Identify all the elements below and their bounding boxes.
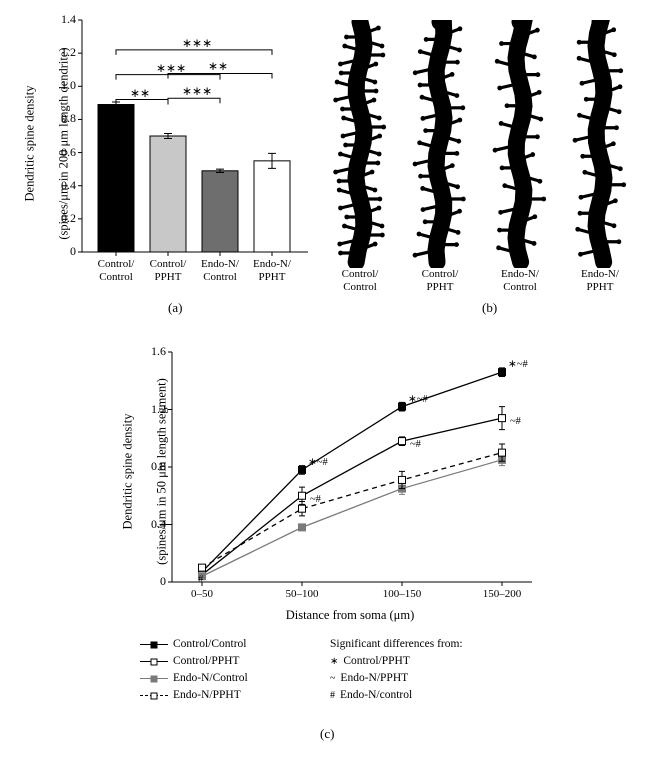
- panel-a-ytick: 0.4: [52, 178, 76, 193]
- panel-b-category-label: Control/PPHT: [410, 268, 470, 293]
- panel-c-legend-series: Endo-N/Control: [140, 672, 248, 684]
- panel-a-ytick: 0.8: [52, 111, 76, 126]
- panel-c-ytick: 0.4: [142, 517, 166, 532]
- panel-c-ytick: 0: [142, 574, 166, 589]
- panel-c-sig-annotation: ∗~#: [308, 456, 328, 468]
- panel-c-sig-annotation: ∗~#: [408, 393, 428, 405]
- panel-b-category-label: Control/Control: [330, 268, 390, 293]
- panel-a-ytick: 1.4: [52, 12, 76, 27]
- panel-c-legend-sig-heading: Significant differences from:: [330, 638, 463, 650]
- panel-a-ytick: 1.0: [52, 78, 76, 93]
- panel-a-sig-label: ∗∗: [208, 59, 228, 74]
- panel-c-sig-annotation: #: [198, 574, 203, 585]
- panel-b-dendrite-images: Control/Control Control/PPHT Endo-N/Contro…: [330, 20, 645, 310]
- panel-b-category-label: Endo-N/PPHT: [570, 268, 630, 293]
- panel-a-ytick: 0: [52, 244, 76, 259]
- panel-c-ytick: 1.6: [142, 344, 166, 359]
- panel-a-category-label: Control/PPHT: [138, 258, 198, 283]
- panel-c-line-chart: Dendritic spine density (spines/μm in 50…: [100, 340, 555, 750]
- panel-a-category-label: Endo-N/Control: [190, 258, 250, 283]
- panel-c-label: (c): [320, 726, 334, 742]
- panel-b-svg: [330, 20, 645, 268]
- panel-c-xtick: 50–100: [267, 588, 337, 601]
- panel-c-legend-series: Control/PPHT: [140, 655, 239, 667]
- panel-a-ytick: 0.2: [52, 211, 76, 226]
- panel-a-sig-label: ∗∗: [130, 86, 150, 101]
- panel-c-sig-annotation: ~#: [310, 494, 321, 505]
- panel-c-legend-series: Endo-N/PPHT: [140, 689, 241, 701]
- panel-c-xlabel: Distance from soma (μm): [250, 608, 450, 623]
- panel-b-category-label: Endo-N/Control: [490, 268, 550, 293]
- panel-a-sig-label: ∗∗∗: [156, 61, 186, 76]
- panel-c-ytick: 0.8: [142, 459, 166, 474]
- panel-c-legend-sig-item: ~Endo-N/PPHT: [330, 672, 408, 684]
- panel-c-xtick: 100–150: [367, 588, 437, 601]
- panel-c-sig-annotation: ~#: [410, 439, 421, 450]
- panel-c-legend-sig-item: #Endo-N/control: [330, 689, 412, 701]
- panel-a-sig-label: ∗∗∗: [182, 36, 212, 51]
- panel-a-label: (a): [168, 300, 182, 316]
- panel-c-ylabel-line1: Dendritic spine density: [121, 382, 136, 562]
- panel-a-ytick: 1.2: [52, 45, 76, 60]
- panel-c-xtick: 150–200: [467, 588, 537, 601]
- panel-a-ylabel-line1: Dendritic spine density: [23, 54, 38, 234]
- panel-a-bar-chart: Dendritic spine density (spines/μm in 20…: [8, 8, 318, 318]
- panel-c-ytick: 1.2: [142, 402, 166, 417]
- panel-a-ytick: 0.6: [52, 145, 76, 160]
- panel-a-category-label: Endo-N/PPHT: [242, 258, 302, 283]
- panel-c-sig-annotation: ∗~#: [508, 358, 528, 370]
- panel-c-sig-annotation: ~#: [510, 416, 521, 427]
- panel-c-legend-series: Control/Control: [140, 638, 246, 650]
- panel-c-xtick: 0–50: [167, 588, 237, 601]
- panel-a-sig-label: ∗∗∗: [182, 84, 212, 99]
- panel-c-legend-sig-item: ∗Control/PPHT: [330, 655, 410, 667]
- panel-b-label: (b): [482, 300, 497, 316]
- panel-a-category-label: Control/Control: [86, 258, 146, 283]
